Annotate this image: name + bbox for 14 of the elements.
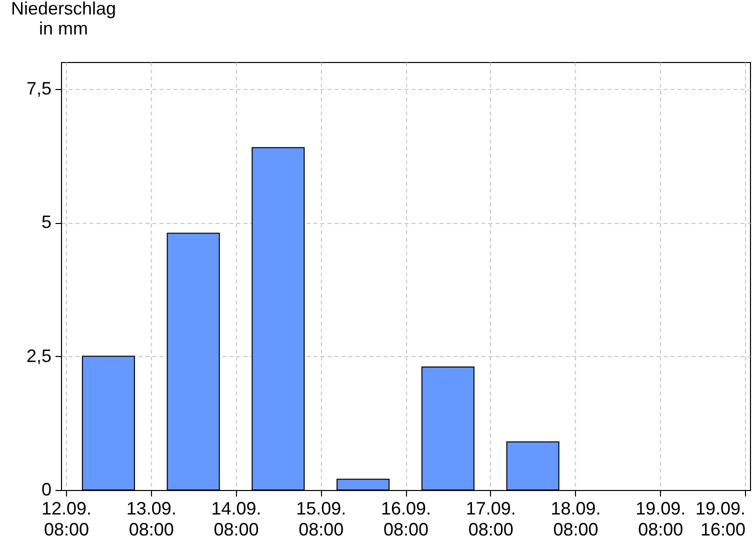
x-tick-label: 17.09. 08:00 — [466, 498, 516, 540]
x-tick-label: 18.09. 08:00 — [550, 498, 601, 540]
x-tick-label: 16.09. 08:00 — [380, 498, 432, 540]
y-tick-label: 5 — [41, 212, 52, 232]
y-axis-title: Niederschlag in mm — [10, 0, 116, 38]
x-tick-label: 19.09. 08:00 — [636, 498, 686, 540]
x-tick-label: 12.09. 08:00 — [41, 498, 92, 540]
y-tick-label: 2,5 — [26, 346, 52, 366]
y-tick-label: 7,5 — [26, 78, 52, 98]
x-tick-label: 19.09. 16:00 — [695, 498, 746, 540]
x-tick-label: 15.09. 08:00 — [296, 498, 346, 540]
x-tick-label: 14.09. 08:00 — [211, 498, 262, 540]
y-tick-label: 0 — [41, 480, 52, 500]
x-tick-label: 13.09. 08:00 — [126, 498, 176, 540]
